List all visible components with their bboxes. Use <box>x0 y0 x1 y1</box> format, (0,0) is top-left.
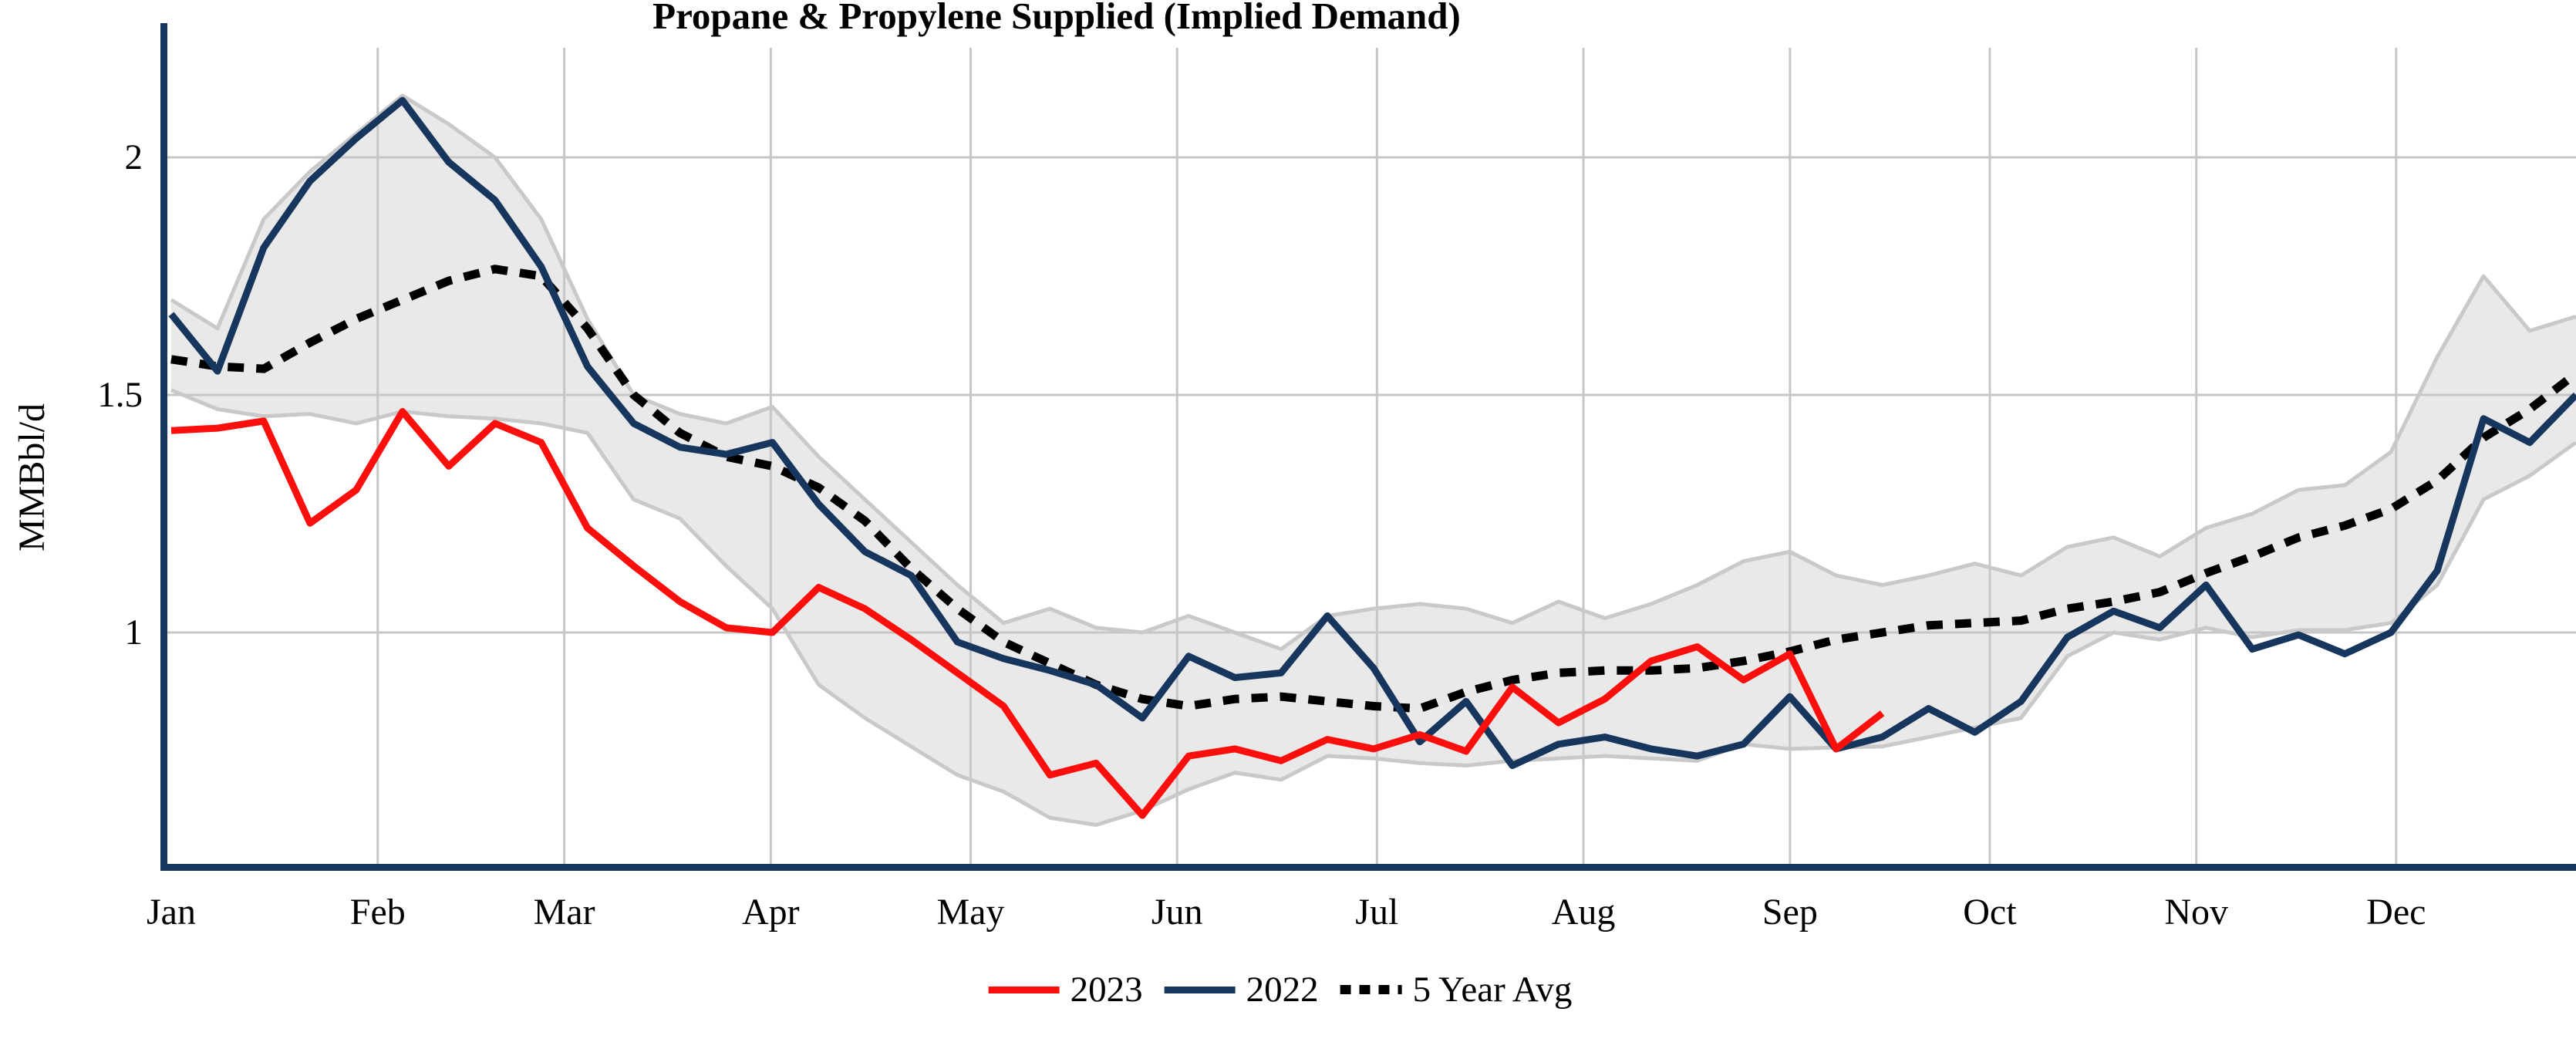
data-series <box>168 96 2576 819</box>
gridlines <box>167 48 2576 867</box>
legend: 2023 2022 5 Year Avg <box>988 969 1573 1010</box>
legend-item-5yr-avg: 5 Year Avg <box>1340 969 1573 1010</box>
x-tick-label-Feb: Feb <box>349 892 406 933</box>
legend-item-2023: 2023 <box>988 969 1143 1010</box>
x-tick-label-Oct: Oct <box>1963 892 2017 933</box>
legend-line-sample-2022 <box>1164 986 1236 993</box>
x-tick-label-Apr: Apr <box>742 892 800 933</box>
five-year-range-fill <box>171 95 2576 825</box>
x-tick-label-Sep: Sep <box>1762 892 1818 933</box>
x-axis-line <box>160 864 2576 871</box>
x-tick-label-Dec: Dec <box>2366 892 2426 933</box>
x-tick-label-Mar: Mar <box>533 892 595 933</box>
axes <box>160 23 2576 871</box>
five-year-range-lower-edge <box>170 388 2576 827</box>
legend-line-sample-2023 <box>988 986 1060 993</box>
five-year-range-band-edges <box>170 93 2576 827</box>
x-tick-label-Nov: Nov <box>2164 892 2228 933</box>
legend-label-2023: 2023 <box>1070 970 1143 1010</box>
line-2023 <box>170 408 1885 819</box>
five-year-range-band <box>171 95 2576 825</box>
legend-label-5yr-avg: 5 Year Avg <box>1412 970 1573 1010</box>
x-tick-label-Jan: Jan <box>147 892 196 933</box>
y-tick-label-2: 2 <box>124 137 143 177</box>
chart-title: Propane & Propylene Supplied (Implied De… <box>652 0 1461 37</box>
x-tick-label-Aug: Aug <box>1551 892 1616 933</box>
x-tick-label-Jul: Jul <box>1355 892 1399 933</box>
y-axis-line <box>160 23 167 870</box>
five-year-range-upper-edge <box>170 93 2576 652</box>
legend-item-2022: 2022 <box>1164 969 1319 1010</box>
legend-line-sample-5yr-avg <box>1340 985 1402 994</box>
line-2022 <box>168 96 2576 769</box>
line-5-year-avg <box>170 265 2576 713</box>
y-tick-label-1.5: 1.5 <box>97 375 143 415</box>
legend-label-2022: 2022 <box>1246 970 1319 1010</box>
x-tick-label-Jun: Jun <box>1151 892 1203 933</box>
y-tick-label-1: 1 <box>124 612 143 653</box>
x-tick-label-May: May <box>936 892 1005 933</box>
